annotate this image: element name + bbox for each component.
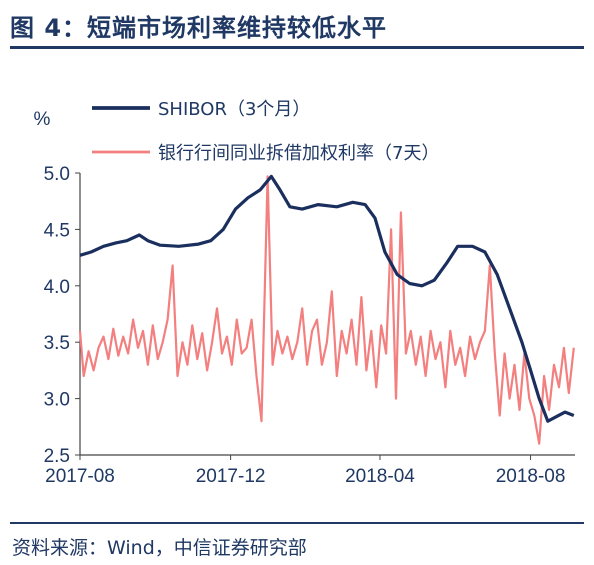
source-divider <box>10 522 584 524</box>
x-tick-label: 2018-08 <box>496 466 566 487</box>
chart-title: 图 4：短端市场利率维持较低水平 <box>10 14 388 42</box>
y-tick-label: 2.5 <box>44 446 70 467</box>
x-tick-label: 2017-12 <box>196 466 266 487</box>
y-axis-unit: % <box>34 109 51 130</box>
series-layer <box>78 174 575 445</box>
y-tick-label: 3.0 <box>44 390 70 411</box>
y-tick-label: 5.0 <box>44 164 70 185</box>
shibor-3m-line <box>79 174 575 423</box>
interbank-7d-line <box>78 175 575 445</box>
legend-label-shibor-3m: SHIBOR（3个月） <box>158 99 310 120</box>
legend-label-interbank-7d: 银行行间同业拆借加权利率（7天） <box>158 143 439 164</box>
y-tick-label: 4.5 <box>44 220 70 241</box>
legend: SHIBOR（3个月） 银行行间同业拆借加权利率（7天） <box>92 99 439 164</box>
y-tick-label: 4.0 <box>44 277 70 298</box>
title-divider <box>10 46 584 49</box>
axes: 2.5 3.0 3.5 4.0 4.5 5.0% 2017-08 2017-12 2018-04… <box>34 109 575 487</box>
y-tick-label: 3.5 <box>44 333 70 354</box>
x-tick-label: 2018-04 <box>345 466 415 487</box>
x-tick-label: 2017-08 <box>45 466 115 487</box>
source-note: 资料来源：Wind，中信证券研究部 <box>12 537 307 559</box>
line-chart: 2.5 3.0 3.5 4.0 4.5 5.0% 2017-08 2017-12 2018-04… <box>34 99 575 487</box>
